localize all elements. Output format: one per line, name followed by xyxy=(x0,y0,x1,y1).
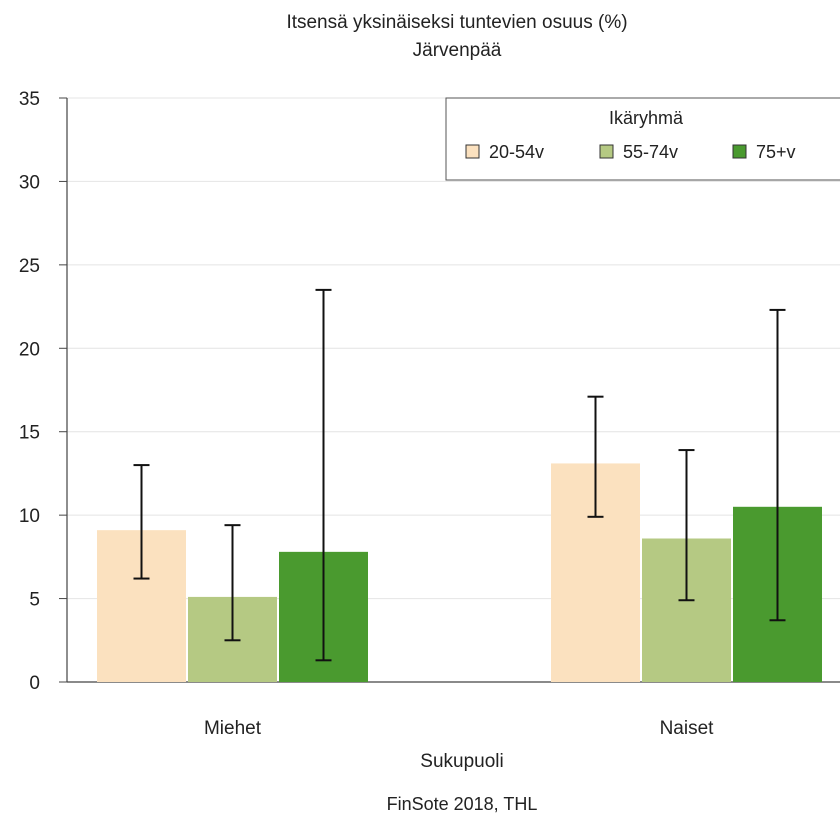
legend-box xyxy=(445,97,840,181)
chart-subtitle: Järvenpää xyxy=(413,40,502,61)
gridlines xyxy=(67,97,840,600)
legend-swatch xyxy=(732,144,747,159)
bars xyxy=(97,463,822,682)
legend: Ikäryhmä 20-54v 55-74v 75+v xyxy=(445,97,840,181)
x-category-label: Naiset xyxy=(660,718,715,739)
legend-title: Ikäryhmä xyxy=(609,108,684,128)
legend-label: 20-54v xyxy=(489,142,544,162)
x-axis: Miehet Naiset xyxy=(204,718,714,739)
legend-label: 55-74v xyxy=(623,142,678,162)
y-tick-label: 20 xyxy=(19,339,40,360)
y-tick-label: 25 xyxy=(19,256,40,277)
y-tick-label: 30 xyxy=(19,172,40,193)
y-tick-label: 0 xyxy=(29,673,40,694)
chart-title: Itsensä yksinäiseksi tuntevien osuus (%) xyxy=(286,12,627,33)
y-tick-label: 35 xyxy=(19,89,40,110)
y-axis: 0 5 10 15 20 25 30 35 xyxy=(19,89,840,694)
y-tick-label: 10 xyxy=(19,506,40,527)
x-category-label: Miehet xyxy=(204,718,262,739)
legend-swatch xyxy=(465,144,480,159)
legend-label: 75+v xyxy=(756,142,796,162)
legend-swatch xyxy=(599,144,614,159)
error-bars xyxy=(133,288,786,662)
x-axis-label: Sukupuoli xyxy=(420,751,503,772)
source-caption: FinSote 2018, THL xyxy=(387,794,538,814)
y-tick-label: 5 xyxy=(29,590,40,611)
y-tick-label: 15 xyxy=(19,423,40,444)
